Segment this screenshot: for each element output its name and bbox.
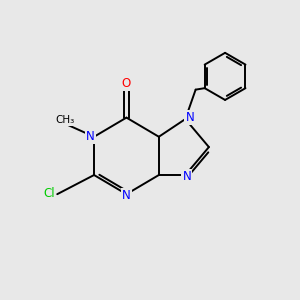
Text: Cl: Cl xyxy=(43,187,55,200)
Text: N: N xyxy=(86,130,95,143)
Text: N: N xyxy=(122,189,131,202)
Text: N: N xyxy=(182,170,191,183)
Text: N: N xyxy=(185,111,194,124)
Text: CH₃: CH₃ xyxy=(55,115,74,125)
Text: O: O xyxy=(122,77,131,90)
